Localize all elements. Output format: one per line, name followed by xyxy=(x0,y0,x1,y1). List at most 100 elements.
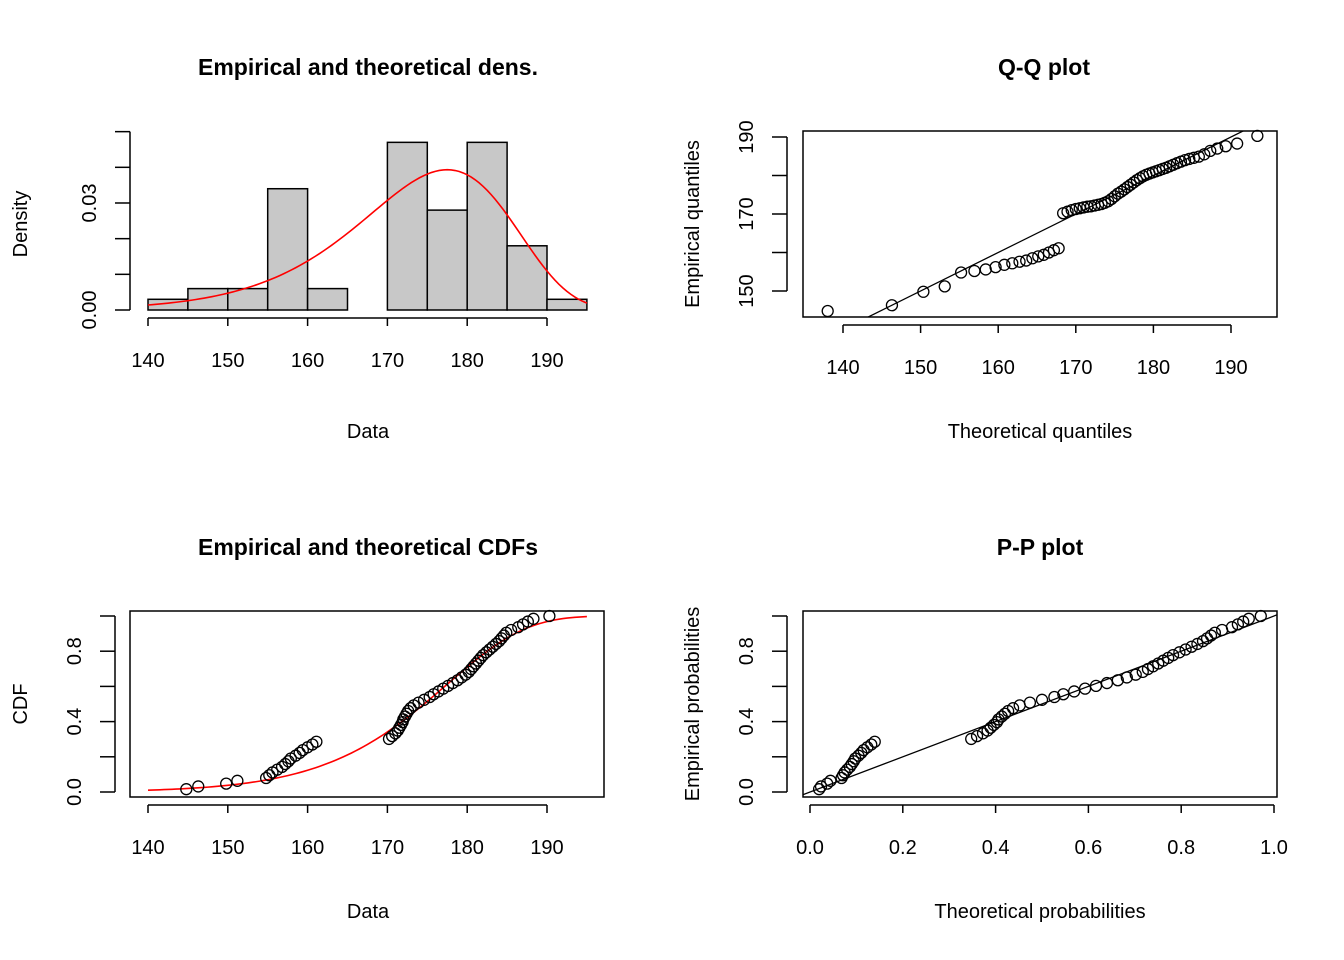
pp-point xyxy=(1048,690,1061,704)
pp-title: P-P plot xyxy=(997,534,1084,560)
ecdf-point xyxy=(192,780,205,793)
pp-point xyxy=(1242,612,1255,625)
cdf-y-tick-label: 0.0 xyxy=(64,778,86,806)
density-ylabel: Density xyxy=(10,191,32,258)
pp-point xyxy=(1035,693,1049,706)
pp-x-tick-label: 0.6 xyxy=(1074,837,1102,859)
pp-x-tick-label: 0.0 xyxy=(796,837,824,859)
qq-point xyxy=(1118,183,1131,196)
qq-x-tick-label: 160 xyxy=(982,357,1015,379)
pp-point xyxy=(1208,626,1221,639)
ecdf-point xyxy=(417,693,431,706)
qq-point xyxy=(998,258,1011,271)
qq-x-tick-label: 180 xyxy=(1137,357,1170,379)
qq-point xyxy=(1121,180,1134,194)
cdf-x-tick-label: 180 xyxy=(451,837,484,859)
qq-point xyxy=(1124,178,1137,191)
pp-point xyxy=(1185,640,1198,653)
qq-point xyxy=(1127,176,1140,189)
pp-x-tick-label: 0.4 xyxy=(982,837,1010,859)
pp-point xyxy=(1179,643,1192,656)
pp-x-tick-label: 1.0 xyxy=(1260,837,1288,859)
histogram-bar xyxy=(466,141,508,311)
qq-point xyxy=(938,280,951,293)
qq-point xyxy=(1006,257,1019,270)
pp-point xyxy=(1225,621,1239,634)
qq-point xyxy=(1198,148,1211,161)
cdf-x-tick-label: 150 xyxy=(211,837,244,859)
ecdf-point xyxy=(220,777,233,790)
histogram-bar xyxy=(266,187,309,311)
cdf-ylabel: CDF xyxy=(10,683,32,724)
qq-point xyxy=(1020,254,1033,267)
pp-point xyxy=(1129,668,1142,681)
cdf-x-tick-label: 170 xyxy=(371,837,404,859)
qq-point xyxy=(989,260,1002,274)
ecdf-point xyxy=(423,690,436,704)
qq-point xyxy=(1032,250,1045,263)
pp-point xyxy=(970,729,984,743)
pp-point xyxy=(1120,671,1133,684)
qq-x-tick-label: 140 xyxy=(826,357,859,379)
qq-point xyxy=(1130,173,1144,187)
pp-x-tick-label: 0.2 xyxy=(889,837,917,859)
density-x-tick-label: 180 xyxy=(451,350,484,372)
cdf-plot-box xyxy=(129,610,605,798)
pp-point xyxy=(1006,702,1020,715)
pp-point xyxy=(1111,674,1124,687)
qq-point xyxy=(954,266,968,279)
histogram-bar xyxy=(506,245,548,311)
qq-y-tick-label: 190 xyxy=(736,120,758,153)
qq-point xyxy=(1183,152,1196,166)
qq-ylabel: Empirical quantiles xyxy=(682,140,704,308)
cdf-x-tick-label: 160 xyxy=(291,837,324,859)
qq-point xyxy=(1204,144,1217,158)
density-xlabel: Data xyxy=(347,421,390,443)
pp-point xyxy=(998,707,1012,720)
ecdf-point xyxy=(412,696,425,709)
pp-point xyxy=(1173,646,1186,659)
density-panel: Empirical and theoretical dens. Data Den… xyxy=(10,54,588,443)
density-x-tick-label: 150 xyxy=(211,350,244,372)
qq-point xyxy=(1192,150,1205,163)
qq-point xyxy=(1114,185,1128,198)
pp-point xyxy=(1191,637,1204,651)
qq-y-tick-label: 170 xyxy=(736,197,758,230)
density-title: Empirical and theoretical dens. xyxy=(198,54,538,80)
density-x-tick-label: 170 xyxy=(371,350,404,372)
histogram-bar xyxy=(426,209,468,311)
density-y-tick-label: 0.03 xyxy=(79,184,101,223)
qq-title: Q-Q plot xyxy=(998,54,1090,80)
qq-point xyxy=(1026,252,1039,265)
qq-x-tick-label: 190 xyxy=(1214,357,1247,379)
pp-reference-line xyxy=(803,614,1277,796)
qq-point xyxy=(1211,142,1224,155)
pp-y-tick-label: 0.0 xyxy=(736,778,758,806)
qq-y-tick-label: 150 xyxy=(736,274,758,307)
qq-point xyxy=(1108,190,1121,203)
pp-y-tick-label: 0.8 xyxy=(736,637,758,665)
ecdf-point xyxy=(306,738,319,751)
cdf-panel: Empirical and theoretical CDFs Data CDF … xyxy=(10,534,605,923)
ecdf-point xyxy=(310,735,323,748)
qq-point xyxy=(1052,242,1065,255)
qq-x-tick-label: 150 xyxy=(904,357,937,379)
pp-x-tick-label: 0.8 xyxy=(1167,837,1195,859)
theoretical-density-curve xyxy=(147,168,588,306)
pp-point xyxy=(965,732,978,746)
density-x-tick-label: 160 xyxy=(291,350,324,372)
ecdf-point xyxy=(504,623,518,637)
qq-point xyxy=(917,285,930,298)
pp-point xyxy=(814,780,828,793)
pp-xlabel: Theoretical probabilities xyxy=(934,901,1145,923)
pp-plot-box xyxy=(802,610,1278,798)
qq-point xyxy=(885,299,899,312)
cdf-x-tick-label: 190 xyxy=(530,837,563,859)
pp-point xyxy=(868,735,881,748)
pp-y-tick-label: 0.4 xyxy=(736,708,758,736)
pp-point xyxy=(812,783,826,796)
cdf-y-tick-label: 0.8 xyxy=(64,637,86,665)
ecdf-point xyxy=(521,615,534,628)
